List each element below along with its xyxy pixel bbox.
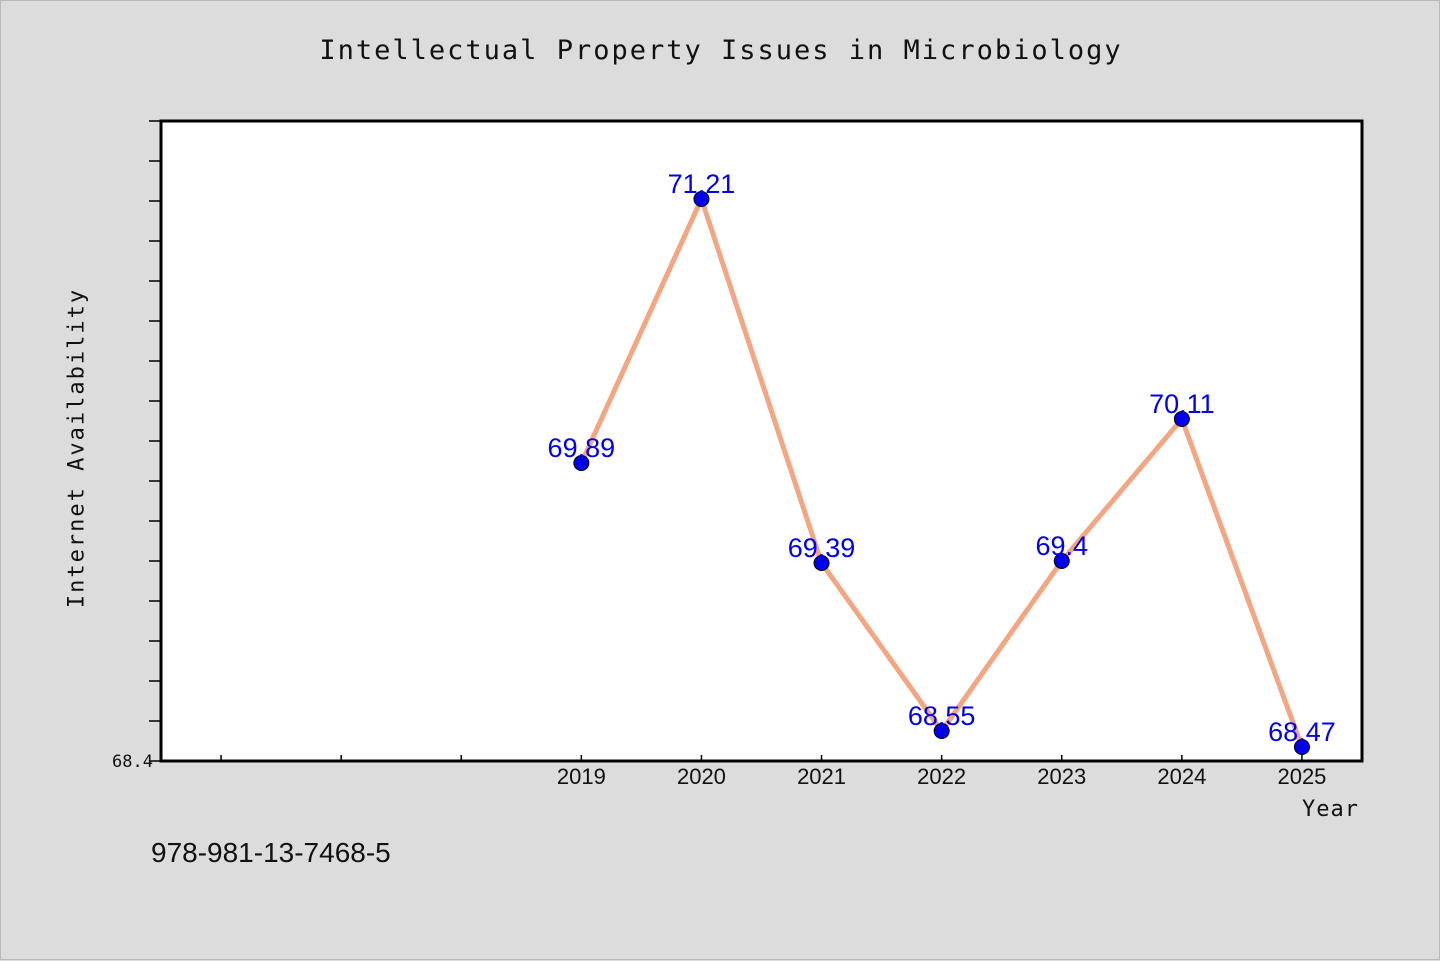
series-layer (573, 191, 1310, 755)
data-point (1293, 739, 1310, 755)
y-axis-ticks: 68.4 (112, 120, 161, 772)
x-tick-label: 2020 (677, 764, 726, 789)
plot-area (161, 121, 1362, 761)
data-point (1053, 553, 1070, 569)
data-label: 70.11 (1149, 389, 1215, 419)
data-point (573, 455, 590, 471)
isbn-text: 978-981-13-7468-5 (151, 837, 391, 868)
data-point (693, 191, 710, 207)
data-point (813, 555, 830, 571)
x-axis-ticks: 2019 2020 2021 2022 2023 2024 2025 (220, 755, 1326, 789)
data-label: 68.55 (908, 701, 976, 731)
data-label: 68.47 (1268, 717, 1336, 747)
y-tick-label: 68.4 (112, 752, 153, 772)
x-tick-label: 2019 (557, 764, 606, 789)
x-tick-label: 2025 (1277, 764, 1326, 789)
x-tick-label: 2024 (1157, 764, 1206, 789)
data-label: 71.21 (668, 169, 736, 199)
x-axis-label: Year (1302, 797, 1359, 822)
data-labels: 69.89 71.21 69.39 68.55 69.4 70.11 68.47 (548, 169, 1336, 747)
chart-title: Intellectual Property Issues in Microbio… (319, 35, 1123, 66)
data-label: 69.4 (1035, 531, 1088, 561)
data-point (933, 723, 950, 739)
x-tick-label: 2021 (797, 764, 846, 789)
x-tick-label: 2023 (1037, 764, 1086, 789)
data-label: 69.89 (548, 433, 616, 463)
plot-frame (159, 119, 1364, 763)
x-tick-label: 2022 (917, 764, 966, 789)
data-point (1173, 411, 1190, 427)
data-label: 69.39 (788, 533, 856, 563)
